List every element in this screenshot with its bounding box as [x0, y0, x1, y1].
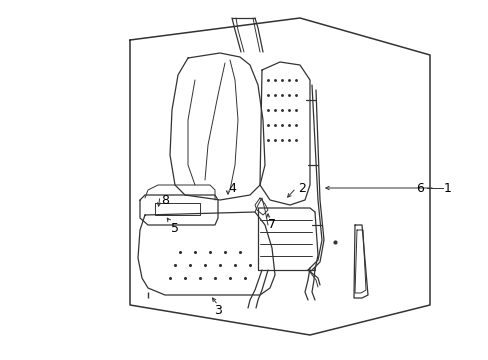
Point [171, 262, 179, 268]
Point [285, 122, 292, 128]
Text: 8: 8 [161, 194, 169, 207]
Text: 4: 4 [227, 181, 235, 194]
Point [216, 262, 224, 268]
Text: 7: 7 [267, 219, 275, 231]
Point [270, 137, 278, 143]
Text: 3: 3 [214, 303, 222, 316]
Point [236, 249, 244, 255]
Point [176, 249, 183, 255]
Text: 6: 6 [415, 181, 423, 194]
Point [291, 137, 299, 143]
Point [211, 275, 219, 281]
Point [291, 107, 299, 113]
Point [270, 92, 278, 98]
Point [270, 122, 278, 128]
Point [264, 122, 271, 128]
Point [166, 275, 174, 281]
Point [278, 137, 285, 143]
Point [285, 92, 292, 98]
Point [278, 107, 285, 113]
Point [278, 122, 285, 128]
Point [264, 77, 271, 83]
Point [191, 249, 199, 255]
Point [264, 92, 271, 98]
Point [231, 262, 239, 268]
Point [270, 107, 278, 113]
Point [264, 137, 271, 143]
Text: 2: 2 [298, 181, 305, 194]
Point [291, 77, 299, 83]
Point [285, 77, 292, 83]
Point [278, 92, 285, 98]
Text: 5: 5 [171, 221, 179, 234]
Point [291, 122, 299, 128]
Point [205, 249, 213, 255]
Point [285, 137, 292, 143]
Point [291, 92, 299, 98]
Point [245, 262, 253, 268]
Text: 1: 1 [443, 181, 451, 194]
Point [264, 107, 271, 113]
Point [186, 262, 194, 268]
Point [225, 275, 233, 281]
Point [241, 275, 248, 281]
Point [270, 77, 278, 83]
Point [181, 275, 188, 281]
Point [201, 262, 208, 268]
Point [221, 249, 228, 255]
Point [285, 107, 292, 113]
Point [278, 77, 285, 83]
Point [196, 275, 203, 281]
